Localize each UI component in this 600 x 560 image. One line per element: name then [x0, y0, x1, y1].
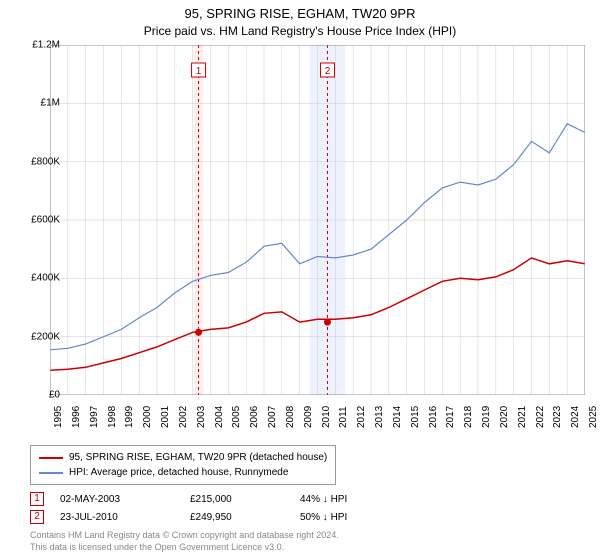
- x-tick-label: 1999: [124, 406, 135, 428]
- y-tick-label: £400K: [20, 273, 60, 284]
- x-tick-label: 2022: [535, 406, 546, 428]
- x-tick-label: 2015: [410, 406, 421, 428]
- y-tick-label: £1M: [20, 98, 60, 109]
- x-tick-label: 2025: [588, 406, 599, 428]
- x-tick-label: 2014: [392, 406, 403, 428]
- table-row: 2 23-JUL-2010 £249,950 50% ↓ HPI: [30, 508, 400, 526]
- legend-label: 95, SPRING RISE, EGHAM, TW20 9PR (detach…: [69, 452, 327, 463]
- marker-badge-icon: 2: [30, 510, 44, 524]
- y-tick-label: £1.2M: [20, 40, 60, 51]
- y-tick-label: £800K: [20, 156, 60, 167]
- x-tick-label: 2018: [463, 406, 474, 428]
- y-tick-label: £0: [20, 390, 60, 401]
- x-tick-label: 2000: [142, 406, 153, 428]
- legend-item: HPI: Average price, detached house, Runn…: [39, 465, 327, 480]
- chart-svg: 12: [50, 45, 585, 395]
- sale-pct: 50% ↓ HPI: [300, 512, 400, 523]
- chart-subtitle: Price paid vs. HM Land Registry's House …: [0, 21, 600, 38]
- x-tick-label: 2006: [249, 406, 260, 428]
- sale-date: 02-MAY-2003: [60, 494, 190, 505]
- sale-price: £215,000: [190, 494, 300, 505]
- sale-pct: 44% ↓ HPI: [300, 494, 400, 505]
- x-tick-label: 2020: [499, 406, 510, 428]
- x-tick-label: 2004: [214, 406, 225, 428]
- x-tick-label: 2021: [517, 406, 528, 428]
- footer-line: Contains HM Land Registry data © Crown c…: [30, 530, 339, 542]
- svg-text:1: 1: [196, 66, 202, 77]
- svg-text:2: 2: [325, 66, 331, 77]
- chart-title: 95, SPRING RISE, EGHAM, TW20 9PR: [0, 0, 600, 21]
- x-tick-label: 1995: [53, 406, 64, 428]
- sale-date: 23-JUL-2010: [60, 512, 190, 523]
- legend-swatch-icon: [39, 457, 63, 459]
- legend: 95, SPRING RISE, EGHAM, TW20 9PR (detach…: [30, 445, 336, 485]
- legend-swatch-icon: [39, 472, 63, 474]
- x-tick-label: 2001: [160, 406, 171, 428]
- x-tick-label: 2008: [285, 406, 296, 428]
- x-tick-label: 1996: [71, 406, 82, 428]
- x-tick-label: 2013: [374, 406, 385, 428]
- y-tick-label: £600K: [20, 215, 60, 226]
- chart-container: 95, SPRING RISE, EGHAM, TW20 9PR Price p…: [0, 0, 600, 560]
- x-tick-label: 2003: [196, 406, 207, 428]
- legend-item: 95, SPRING RISE, EGHAM, TW20 9PR (detach…: [39, 450, 327, 465]
- y-tick-label: £200K: [20, 331, 60, 342]
- sales-table: 1 02-MAY-2003 £215,000 44% ↓ HPI 2 23-JU…: [30, 490, 400, 526]
- x-tick-label: 2005: [231, 406, 242, 428]
- plot-area: 12: [50, 45, 585, 395]
- x-tick-label: 2019: [481, 406, 492, 428]
- x-tick-label: 2024: [570, 406, 581, 428]
- x-tick-label: 2017: [445, 406, 456, 428]
- x-tick-label: 1998: [107, 406, 118, 428]
- x-tick-label: 2002: [178, 406, 189, 428]
- sale-price: £249,950: [190, 512, 300, 523]
- x-tick-label: 2023: [552, 406, 563, 428]
- x-tick-label: 2009: [303, 406, 314, 428]
- x-tick-label: 2016: [428, 406, 439, 428]
- footer-line: This data is licensed under the Open Gov…: [30, 542, 339, 554]
- x-tick-label: 1997: [89, 406, 100, 428]
- table-row: 1 02-MAY-2003 £215,000 44% ↓ HPI: [30, 490, 400, 508]
- marker-badge-icon: 1: [30, 492, 44, 506]
- x-tick-label: 2010: [321, 406, 332, 428]
- legend-label: HPI: Average price, detached house, Runn…: [69, 467, 288, 478]
- x-tick-label: 2007: [267, 406, 278, 428]
- footer: Contains HM Land Registry data © Crown c…: [30, 530, 339, 553]
- x-tick-label: 2012: [356, 406, 367, 428]
- x-tick-label: 2011: [338, 406, 349, 428]
